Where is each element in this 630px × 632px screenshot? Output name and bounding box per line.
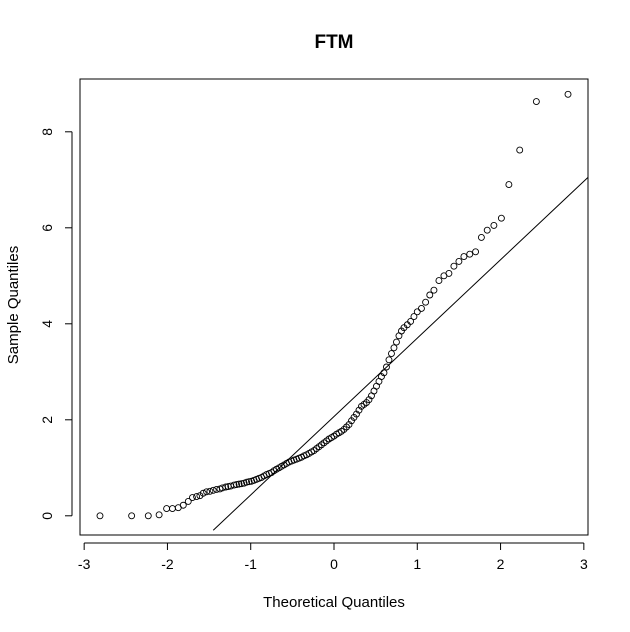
chart-title: FTM <box>314 32 353 53</box>
data-point <box>472 248 480 256</box>
data-point <box>490 221 498 229</box>
plot-frame <box>79 78 589 536</box>
data-point <box>564 90 572 98</box>
data-point <box>516 146 524 154</box>
data-point <box>238 480 246 488</box>
data-point <box>144 512 152 520</box>
data-point <box>155 511 163 519</box>
data-point <box>460 253 468 261</box>
data-point <box>385 356 393 364</box>
data-point <box>243 478 251 486</box>
data-point <box>188 494 196 502</box>
y-tick-label: 8 <box>39 128 55 136</box>
data-point <box>380 369 388 377</box>
data-point <box>505 181 513 189</box>
data-point <box>435 277 443 285</box>
data-point <box>383 363 390 371</box>
data-point <box>407 317 415 325</box>
data-point <box>340 425 348 433</box>
x-axis: -3 -2 -1 0 1 2 3 <box>78 542 588 572</box>
plot-area <box>96 90 589 531</box>
data-point <box>388 350 395 358</box>
data-point <box>477 233 485 241</box>
x-tick-label: 3 <box>580 556 588 572</box>
x-tick-label: -1 <box>244 556 257 572</box>
data-point <box>497 214 505 222</box>
qq-reference-line <box>212 177 589 531</box>
y-axis-label: Sample Quantiles <box>5 246 22 364</box>
data-point <box>199 489 207 497</box>
data-point <box>193 493 201 501</box>
y-axis: 0 2 4 6 8 <box>39 128 73 520</box>
x-tick-label: 2 <box>497 556 505 572</box>
data-point <box>483 226 491 234</box>
data-point <box>245 478 253 486</box>
y-tick-label: 6 <box>39 224 55 232</box>
data-point <box>179 501 187 509</box>
data-point <box>413 308 421 316</box>
data-point <box>422 298 430 306</box>
data-point <box>455 257 463 265</box>
data-point <box>235 480 243 488</box>
data-point <box>532 98 540 106</box>
data-point <box>390 344 398 352</box>
data-point <box>426 291 434 299</box>
data-point <box>466 250 474 258</box>
data-point <box>430 286 438 294</box>
data-point <box>128 512 136 520</box>
x-tick-label: 0 <box>330 556 338 572</box>
x-axis-label: Theoretical Quantiles <box>263 594 405 611</box>
data-point <box>343 423 350 431</box>
data-point <box>96 512 104 520</box>
data-point <box>184 497 192 505</box>
data-point <box>163 505 171 513</box>
data-point <box>450 262 458 270</box>
y-tick-label: 4 <box>39 320 55 328</box>
data-point <box>410 313 418 321</box>
y-tick-label: 2 <box>39 416 55 424</box>
data-point <box>393 338 400 346</box>
data-point <box>417 304 425 312</box>
data-point <box>233 481 241 489</box>
data-point <box>203 488 211 496</box>
data-point <box>168 505 176 513</box>
x-tick-label: -2 <box>161 556 174 572</box>
data-point <box>230 481 238 489</box>
data-point <box>206 487 214 495</box>
y-tick-label: 0 <box>39 512 55 520</box>
x-tick-label: 1 <box>413 556 421 572</box>
data-point <box>445 269 453 277</box>
data-point <box>222 483 230 491</box>
data-point <box>209 486 217 494</box>
x-tick-label: -3 <box>78 556 91 572</box>
